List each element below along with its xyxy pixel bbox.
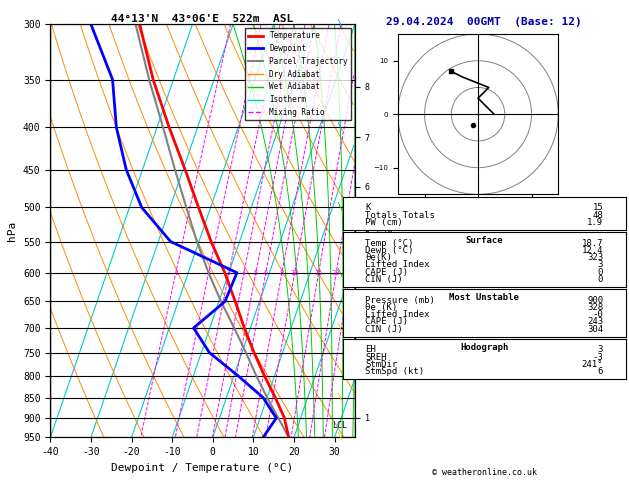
Text: 6: 6 <box>598 367 603 376</box>
Text: 328: 328 <box>587 303 603 312</box>
Text: -3: -3 <box>593 353 603 362</box>
Text: LCL: LCL <box>331 421 347 431</box>
Y-axis label: km
ASL: km ASL <box>375 224 394 238</box>
Text: SREH: SREH <box>365 353 387 362</box>
Text: θe(K): θe(K) <box>365 253 392 262</box>
Text: \: \ <box>337 202 343 212</box>
Text: 4: 4 <box>242 270 246 276</box>
Text: 5: 5 <box>253 270 258 276</box>
Text: 3: 3 <box>227 270 231 276</box>
Text: 3: 3 <box>598 260 603 269</box>
Text: StmSpd (kt): StmSpd (kt) <box>365 367 425 376</box>
Text: 6: 6 <box>264 270 268 276</box>
Text: θe (K): θe (K) <box>365 303 398 312</box>
Text: 0: 0 <box>598 275 603 284</box>
Text: 48: 48 <box>593 210 603 220</box>
Text: 323: 323 <box>587 253 603 262</box>
Text: 1.9: 1.9 <box>587 218 603 227</box>
Legend: Temperature, Dewpoint, Parcel Trajectory, Dry Adiabat, Wet Adiabat, Isotherm, Mi: Temperature, Dewpoint, Parcel Trajectory… <box>245 28 351 120</box>
Text: Temp (°C): Temp (°C) <box>365 239 414 247</box>
Text: 243: 243 <box>587 317 603 327</box>
Text: \: \ <box>337 268 343 278</box>
Text: CAPE (J): CAPE (J) <box>365 268 408 277</box>
Text: © weatheronline.co.uk: © weatheronline.co.uk <box>432 468 537 477</box>
Text: CIN (J): CIN (J) <box>365 325 403 334</box>
Text: \: \ <box>337 393 343 402</box>
Text: \: \ <box>337 122 343 132</box>
X-axis label: Dewpoint / Temperature (°C): Dewpoint / Temperature (°C) <box>111 463 294 473</box>
Text: 20: 20 <box>332 270 340 276</box>
Text: 29.04.2024  00GMT  (Base: 12): 29.04.2024 00GMT (Base: 12) <box>386 17 582 27</box>
Text: 15: 15 <box>593 203 603 212</box>
Text: 900: 900 <box>587 295 603 305</box>
Text: EH: EH <box>365 346 376 354</box>
Text: Lifted Index: Lifted Index <box>365 310 430 319</box>
Text: 15: 15 <box>314 270 323 276</box>
Text: 18.7: 18.7 <box>582 239 603 247</box>
Text: Pressure (mb): Pressure (mb) <box>365 295 435 305</box>
Text: 304: 304 <box>587 325 603 334</box>
Text: 8: 8 <box>280 270 284 276</box>
Text: 12.4: 12.4 <box>582 246 603 255</box>
Text: PW (cm): PW (cm) <box>365 218 403 227</box>
Text: CIN (J): CIN (J) <box>365 275 403 284</box>
Text: -0: -0 <box>593 310 603 319</box>
Text: Dewp (°C): Dewp (°C) <box>365 246 414 255</box>
Text: CAPE (J): CAPE (J) <box>365 317 408 327</box>
Text: Surface: Surface <box>465 236 503 245</box>
Text: Lifted Index: Lifted Index <box>365 260 430 269</box>
Text: 1: 1 <box>174 270 178 276</box>
Text: 3: 3 <box>598 346 603 354</box>
Y-axis label: hPa: hPa <box>8 221 18 241</box>
Text: Totals Totals: Totals Totals <box>365 210 435 220</box>
X-axis label: kt: kt <box>474 216 482 222</box>
Text: 2: 2 <box>206 270 211 276</box>
Text: 241°: 241° <box>582 360 603 369</box>
Text: \: \ <box>337 19 343 29</box>
Text: \: \ <box>337 323 343 333</box>
Text: Hodograph: Hodograph <box>460 343 508 352</box>
Text: StmDir: StmDir <box>365 360 398 369</box>
Title: 44°13'N  43°06'E  522m  ASL: 44°13'N 43°06'E 522m ASL <box>111 14 294 23</box>
Text: 10: 10 <box>291 270 299 276</box>
Text: 0: 0 <box>598 268 603 277</box>
Text: Most Unstable: Most Unstable <box>449 293 520 302</box>
Text: K: K <box>365 203 371 212</box>
Text: \: \ <box>337 433 343 442</box>
Text: 25: 25 <box>346 270 354 276</box>
